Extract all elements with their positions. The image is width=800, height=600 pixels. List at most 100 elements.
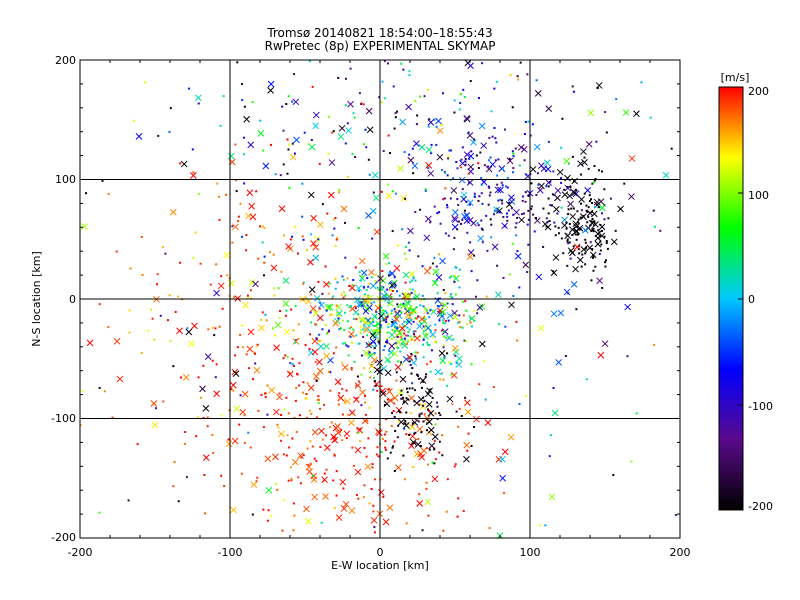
scatter-point-dot bbox=[452, 248, 455, 251]
scatter-point-dot bbox=[259, 225, 262, 228]
scatter-point-dot bbox=[321, 292, 324, 295]
scatter-point-cross bbox=[340, 205, 348, 213]
scatter-point-dot bbox=[254, 362, 257, 365]
scatter-point-dot bbox=[344, 342, 347, 345]
scatter-point-dot bbox=[527, 120, 530, 123]
scatter-point-cross bbox=[418, 453, 426, 461]
scatter-point-dot bbox=[498, 211, 501, 214]
scatter-point-dot bbox=[597, 169, 600, 172]
scatter-point-cross bbox=[185, 328, 193, 336]
scatter-point-dot bbox=[591, 254, 594, 257]
scatter-point-dot bbox=[262, 149, 265, 152]
scatter-point-dot bbox=[309, 440, 312, 443]
scatter-point-dot bbox=[408, 249, 411, 252]
scatter-point-dot bbox=[169, 340, 172, 343]
scatter-point-dot bbox=[473, 319, 476, 322]
scatter-point-dot bbox=[396, 335, 399, 338]
scatter-point-dot bbox=[239, 394, 242, 397]
scatter-point-dot bbox=[414, 210, 417, 213]
scatter-point-dot bbox=[436, 304, 439, 307]
scatter-point-dot bbox=[458, 286, 461, 289]
scatter-point-dot bbox=[405, 321, 408, 324]
scatter-point-dot bbox=[319, 339, 322, 342]
scatter-point-cross bbox=[581, 158, 588, 166]
scatter-point-dot bbox=[400, 311, 403, 314]
scatter-point-cross bbox=[561, 191, 569, 198]
scatter-point-dot bbox=[335, 238, 338, 241]
scatter-point-dot bbox=[380, 326, 383, 329]
scatter-point-dot bbox=[382, 286, 385, 289]
scatter-point-dot bbox=[480, 183, 483, 186]
scatter-point-cross bbox=[446, 312, 454, 320]
scatter-point-dot bbox=[398, 411, 401, 414]
scatter-point-cross bbox=[429, 331, 437, 338]
scatter-point-dot bbox=[442, 344, 445, 347]
scatter-point-dot bbox=[434, 458, 437, 461]
scatter-point-dot bbox=[599, 240, 602, 243]
scatter-point-dot bbox=[412, 330, 415, 333]
scatter-point-dot bbox=[480, 192, 483, 195]
scatter-point-dot bbox=[360, 279, 363, 282]
scatter-point-dot bbox=[505, 212, 508, 215]
scatter-point-dot bbox=[345, 437, 348, 440]
scatter-point-dot bbox=[147, 329, 150, 332]
scatter-point-cross bbox=[628, 193, 635, 200]
scatter-point-dot bbox=[382, 150, 385, 153]
scatter-point-dot bbox=[592, 230, 595, 233]
scatter-point-cross bbox=[585, 140, 593, 148]
scatter-point-dot bbox=[289, 466, 292, 469]
scatter-point-dot bbox=[592, 227, 595, 230]
scatter-point-dot bbox=[357, 431, 360, 434]
scatter-point-dot bbox=[577, 218, 580, 221]
scatter-point-dot bbox=[140, 352, 143, 355]
scatter-point-dot bbox=[395, 371, 398, 374]
scatter-point-cross bbox=[323, 281, 330, 288]
scatter-point-dot bbox=[490, 236, 493, 239]
scatter-point-dot bbox=[366, 343, 369, 346]
scatter-point-dot bbox=[371, 463, 374, 466]
scatter-point-dot bbox=[302, 454, 305, 457]
scatter-point-cross bbox=[365, 212, 372, 219]
scatter-point-cross bbox=[377, 489, 385, 496]
scatter-point-dot bbox=[576, 233, 579, 236]
scatter-point-dot bbox=[444, 232, 447, 235]
scatter-point-cross bbox=[541, 220, 549, 228]
scatter-point-dot bbox=[450, 373, 453, 376]
scatter-point-dot bbox=[385, 430, 388, 433]
scatter-point-dot bbox=[500, 181, 503, 184]
scatter-point-dot bbox=[545, 185, 548, 188]
scatter-point-cross bbox=[348, 284, 356, 292]
scatter-point-dot bbox=[575, 238, 578, 241]
scatter-point-dot bbox=[510, 207, 513, 210]
scatter-point-dot bbox=[400, 342, 403, 345]
scatter-point-cross bbox=[340, 505, 348, 512]
scatter-point-cross bbox=[335, 514, 343, 521]
scatter-point-cross bbox=[518, 216, 525, 224]
scatter-point-dot bbox=[456, 228, 459, 231]
scatter-point-dot bbox=[384, 294, 387, 297]
scatter-point-dot bbox=[380, 450, 383, 453]
scatter-point-dot bbox=[407, 241, 410, 244]
scatter-point-cross bbox=[548, 493, 556, 501]
scatter-point-cross bbox=[594, 230, 602, 238]
scatter-point-dot bbox=[286, 138, 289, 141]
scatter-point-dot bbox=[262, 274, 265, 277]
scatter-point-dot bbox=[470, 363, 473, 366]
scatter-point-dot bbox=[494, 159, 497, 162]
scatter-point-dot bbox=[337, 403, 340, 406]
scatter-point-dot bbox=[578, 252, 581, 255]
scatter-point-cross bbox=[150, 400, 158, 407]
colorbar-label: [m/s] bbox=[721, 71, 750, 84]
scatter-point-dot bbox=[238, 215, 241, 218]
scatter-point-dot bbox=[415, 306, 418, 309]
scatter-point-dot bbox=[466, 449, 469, 452]
scatter-point-dot bbox=[382, 309, 385, 312]
scatter-point-dot bbox=[452, 338, 455, 341]
scatter-point-cross bbox=[397, 418, 405, 426]
scatter-point-dot bbox=[431, 262, 434, 265]
scatter-point-dot bbox=[79, 424, 82, 427]
scatter-point-cross bbox=[335, 310, 343, 317]
scatter-point-dot bbox=[446, 206, 449, 209]
scatter-point-cross bbox=[411, 162, 419, 170]
scatter-point-dot bbox=[320, 521, 323, 524]
